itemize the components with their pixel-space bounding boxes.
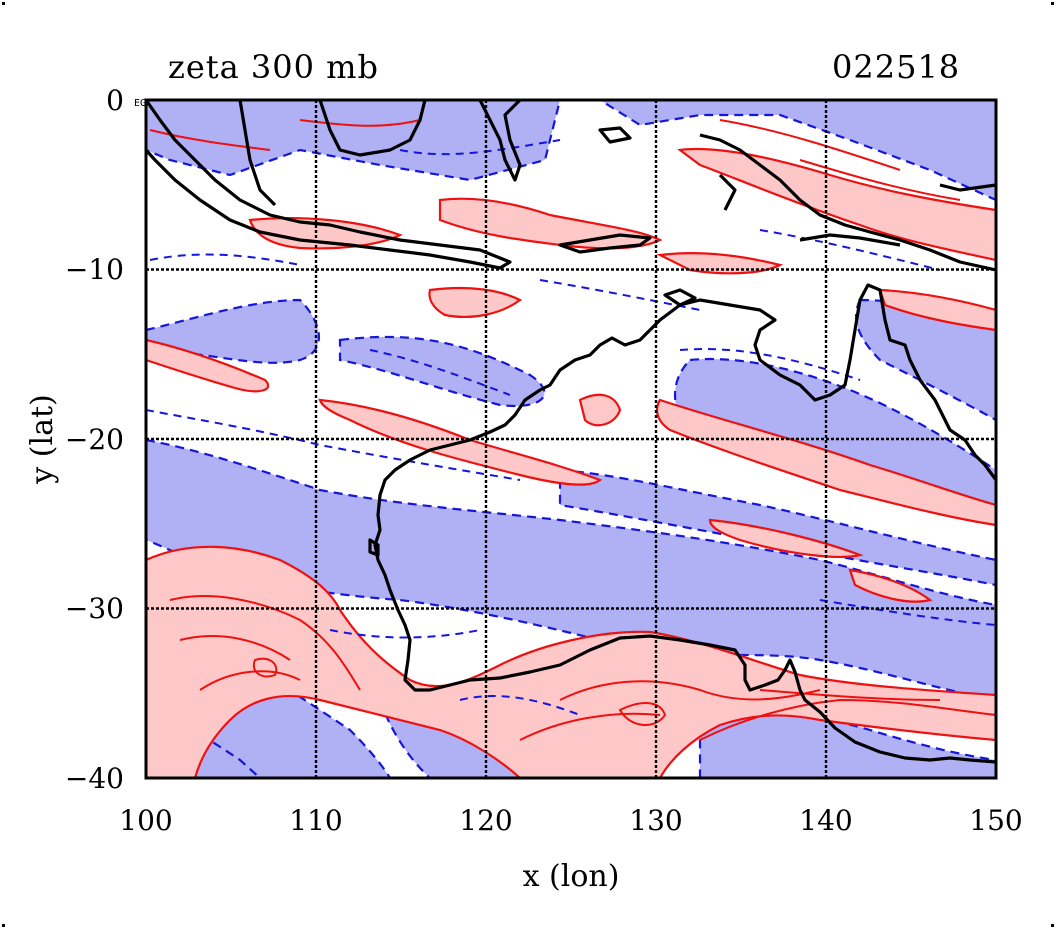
negative-contour-lines — [146, 139, 996, 716]
x-tick-label: 150 — [969, 804, 1022, 837]
corner-mark — [1051, 924, 1054, 927]
map-frame — [144, 98, 998, 780]
x-tick-labels: 100 110 120 130 140 150 — [119, 804, 1022, 837]
x-tick-label: 140 — [799, 804, 852, 837]
coastline — [146, 100, 996, 764]
corner-mark — [1051, 2, 1054, 5]
map-timestamp: 022518 — [832, 48, 961, 86]
y-tick-label: −40 — [65, 762, 124, 795]
corner-mark — [2, 924, 5, 927]
x-axis-label: x (lon) — [523, 859, 620, 894]
y-tick-label: −10 — [65, 253, 124, 286]
x-tick-label: 100 — [119, 804, 172, 837]
x-tick-label: 110 — [289, 804, 342, 837]
x-tick-label: 120 — [459, 804, 512, 837]
positive-contour-lines — [149, 119, 996, 741]
y-axis-label: y (lat) — [25, 394, 60, 484]
corner-label: EG — [134, 98, 146, 109]
map-title: zeta 300 mb — [168, 48, 379, 86]
map-plot-area — [146, 100, 996, 778]
x-tick-label: 130 — [629, 804, 682, 837]
y-tick-labels: 0 −10 −20 −30 −40 — [65, 84, 124, 795]
corner-mark — [2, 2, 5, 5]
y-tick-label: 0 — [106, 84, 124, 117]
y-tick-label: −20 — [65, 423, 124, 456]
y-tick-label: −30 — [65, 592, 124, 625]
graticule — [146, 100, 996, 778]
